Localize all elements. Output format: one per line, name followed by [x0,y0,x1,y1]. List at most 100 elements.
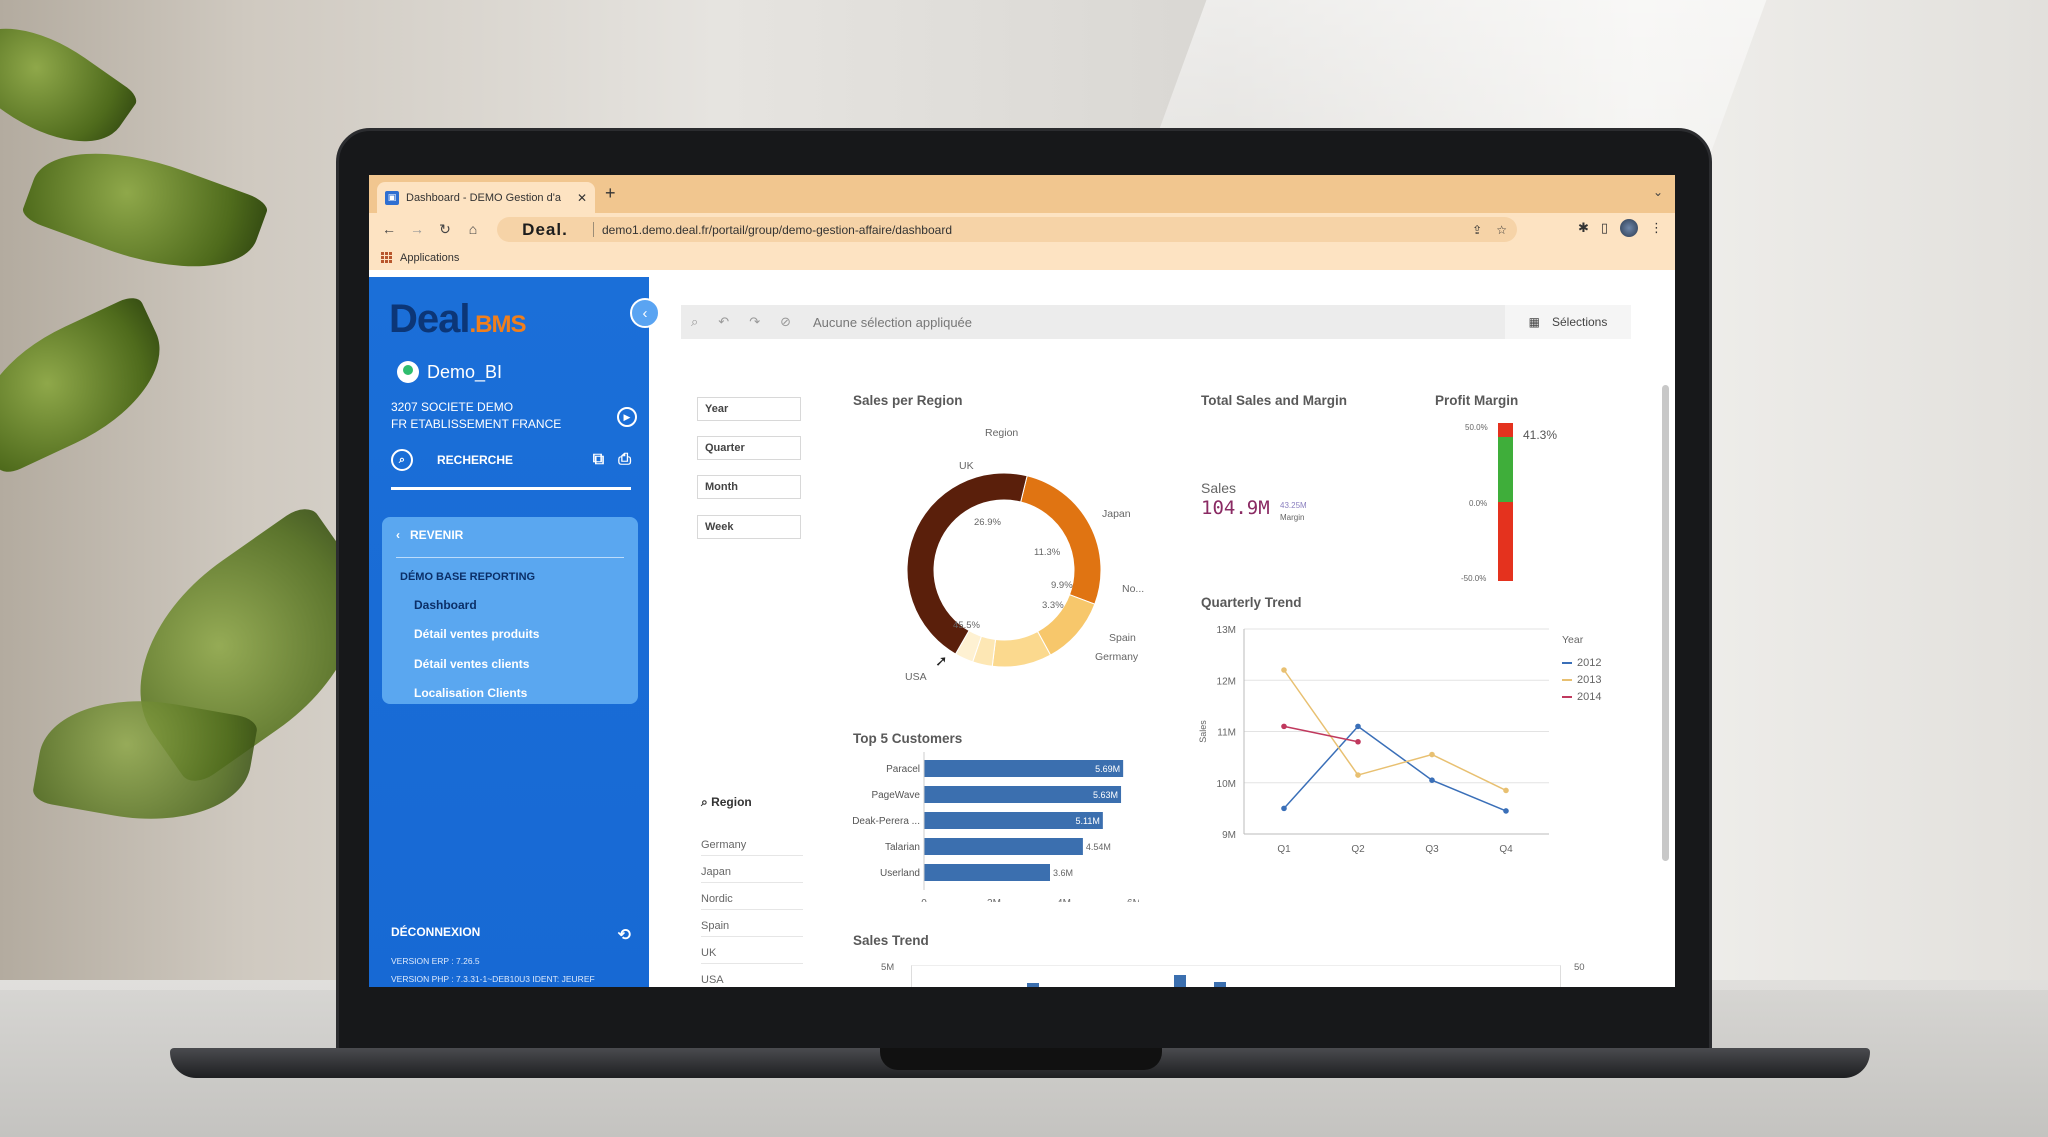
chevron-down-icon[interactable]: ⌄ [1652,185,1663,199]
version-php: VERSION PHP : 7.3.31-1~DEB10U3 IDENT: JE… [391,974,595,984]
home-icon[interactable]: ⌂ [468,221,478,237]
company-line-1: 3207 SOCIETE DEMO [391,400,514,414]
x-tick-label: Q4 [1499,844,1513,855]
reload-icon[interactable]: ↻ [439,220,451,237]
region-label-uk: UK [959,460,974,472]
region-item-uk[interactable]: UK [701,947,803,964]
customer-label: Deak-Perera ... [852,816,920,827]
company-info: 3207 SOCIETE DEMO FR ETABLISSEMENT FRANC… [391,399,561,433]
total-sales-title: Total Sales and Margin [1201,393,1348,408]
step-forward-icon[interactable]: ↷ [749,314,761,329]
customer-bar [924,864,1050,881]
margin-kpi-label: Margin [1280,513,1305,522]
more-menu-icon[interactable]: ⋮ [1650,220,1663,235]
scrollbar[interactable] [1662,385,1669,861]
customer-value-label: 4.54M [1086,842,1111,852]
menu-panel: ‹ REVENIR DÉMO BASE REPORTING Dashboard … [382,517,638,704]
menu-item-detail-ventes-produits[interactable]: Détail ventes produits [414,627,540,641]
filter-year[interactable]: Year [697,397,801,421]
data-point-2014 [1281,723,1287,730]
search-label[interactable]: RECHERCHE [437,453,514,467]
play-icon[interactable]: ▶ [617,407,637,427]
tab-title: Dashboard - DEMO Gestion d'a [406,191,561,204]
logout-row[interactable]: DÉCONNEXION ⟲ [391,925,641,945]
url-text[interactable]: demo1.demo.deal.fr/portail/group/demo-ge… [602,222,952,237]
menu-item-dashboard[interactable]: Dashboard [414,598,477,612]
clear-selections-icon[interactable]: ⊘ [780,314,791,329]
close-icon[interactable]: ✕ [576,190,587,205]
gauge-tick-top: 50.0% [1465,423,1488,432]
logout-icon[interactable]: ⟲ [617,927,631,944]
menu-item-detail-ventes-clients[interactable]: Détail ventes clients [414,657,530,671]
sales-per-region-donut[interactable] [879,445,1129,695]
y-tick-label: 12M [1217,676,1236,687]
extensions-icon[interactable]: ✱ [1577,220,1589,235]
x-tick-label: 4M [1057,898,1071,902]
address-bar[interactable]: Deal. demo1.demo.deal.fr/portail/group/d… [497,217,1517,242]
selection-bar: ⌕ ↶ ↷ ⊘ Aucune sélection appliquée ▦ Séle… [681,305,1631,339]
sales-trend-title: Sales Trend [853,933,929,948]
laptop-screen: ▣ Dashboard - DEMO Gestion d'a ✕ + ⌄ ← →… [369,175,1675,987]
back-button[interactable]: ‹ REVENIR [396,528,464,542]
y-tick-label: 10M [1217,779,1236,790]
browser-tab[interactable]: ▣ Dashboard - DEMO Gestion d'a ✕ [377,182,595,213]
x-tick-label: Q1 [1277,844,1291,855]
region-item-usa[interactable]: USA [701,974,803,987]
sales-kpi-value: 104.9M [1201,497,1270,519]
region-label-germany: Germany [1095,651,1139,663]
customer-bar [924,786,1122,803]
profile-avatar[interactable] [1620,219,1638,237]
menu-item-localisation-clients[interactable]: Localisation Clients [414,686,528,700]
legend-label: 2013 [1577,674,1602,686]
top-customers-chart[interactable]: Paracel 5.69M PageWave 5.63M Deak-Perera ...… [839,752,1139,902]
gauge-tick-bottom: -50.0% [1461,574,1487,583]
region-item-germany[interactable]: Germany [701,839,803,856]
forward-arrow-icon[interactable]: → [410,221,424,237]
donut-slice-usa [906,472,1028,655]
region-label-japan: Japan [1102,508,1131,520]
share-icon[interactable]: ⇪ [1472,222,1483,237]
filter-quarter[interactable]: Quarter [697,436,801,460]
x-tick-label: 6M [1127,898,1139,902]
sales-trend-y-left: 5M [881,962,895,973]
selections-grid-icon: ▦ [1528,315,1540,329]
customer-value-label: 5.11M [1075,816,1099,826]
apps-grid-icon [381,252,392,263]
back-arrow-icon[interactable]: ← [382,221,396,237]
region-label-nordic: No... [1122,583,1145,595]
print-icon[interactable]: ⎙ [618,451,631,468]
data-point-2013 [1429,751,1435,758]
customer-label: Paracel [886,764,920,775]
customer-label: Talarian [885,842,920,853]
side-panel-icon[interactable]: ▯ [1600,220,1608,235]
profit-margin-gauge[interactable] [1498,423,1513,581]
favicon-icon: ▣ [385,190,399,205]
collapse-sidebar-button[interactable]: ‹ [630,298,660,328]
smart-search-icon[interactable]: ⌕ [691,314,699,329]
new-tab-icon[interactable]: + [605,183,616,203]
region-item-nordic[interactable]: Nordic [701,893,803,910]
customer-bar [924,812,1103,829]
selection-status: Aucune sélection appliquée [813,314,973,330]
step-back-icon[interactable]: ↶ [718,314,730,329]
x-tick-label: Q3 [1425,844,1439,855]
legend-marker [1562,696,1572,698]
region-item-spain[interactable]: Spain [701,920,803,937]
series-line-2014 [1283,725,1359,743]
logout-label[interactable]: DÉCONNEXION [391,925,481,939]
search-icon[interactable]: ⌕ [391,449,413,471]
sales-trend-bar [1214,982,1226,987]
legend-label: 2014 [1577,691,1602,703]
selections-button[interactable]: ▦ Sélections [1505,305,1631,339]
region-item-japan[interactable]: Japan [701,866,803,883]
filter-month[interactable]: Month [697,475,801,499]
user-name: Demo_BI [427,361,503,382]
star-icon[interactable]: ☆ [1496,222,1507,237]
camera-icon[interactable]: ⧉ [592,451,605,468]
region-pct-japan: 11.3% [1034,547,1061,558]
menu-heading: DÉMO BASE REPORTING [400,571,536,583]
filter-week[interactable]: Week [697,515,801,539]
bookmark-applications[interactable]: Applications [400,251,460,264]
sales-trend-plot[interactable] [911,965,1561,987]
quarterly-trend-chart[interactable]: 13M 12M 11M 10M 9M Q1 Q2 Q3 Q4 Sales [1194,617,1604,887]
